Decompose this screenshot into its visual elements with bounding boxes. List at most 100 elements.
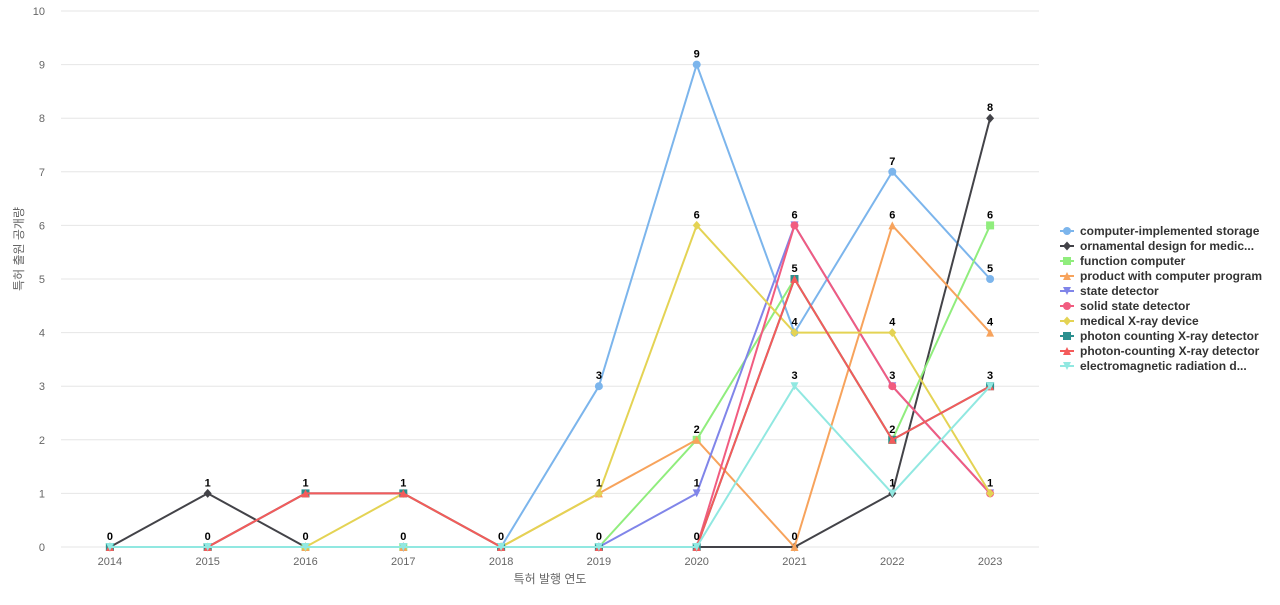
data-point — [790, 221, 799, 230]
y-tick-label: 4 — [39, 328, 45, 340]
data-label: 4 — [889, 317, 896, 329]
data-point — [790, 328, 799, 338]
data-point — [888, 221, 897, 230]
legend-marker — [1063, 302, 1071, 310]
legend-label: function computer — [1080, 254, 1186, 268]
series-lines — [105, 60, 995, 552]
data-label: 0 — [498, 531, 504, 543]
data-label: 0 — [302, 531, 308, 543]
legend-item[interactable]: medical X-ray device — [1060, 314, 1199, 328]
data-label: 9 — [694, 49, 700, 61]
y-tick-label: 5 — [39, 274, 45, 286]
x-tick-label: 2017 — [391, 556, 415, 568]
data-point — [594, 382, 603, 391]
x-tick-label: 2018 — [489, 556, 513, 568]
series-9 — [105, 382, 995, 551]
y-tick-label: 7 — [39, 167, 45, 179]
legend-marker — [1063, 257, 1071, 265]
data-point — [692, 60, 701, 69]
series-line — [108, 63, 992, 548]
legend-label: product with computer program — [1080, 269, 1262, 283]
legend-item[interactable]: photon-counting X-ray detector — [1060, 344, 1260, 358]
legend-marker — [1063, 272, 1071, 280]
y-tick-label: 10 — [33, 6, 45, 18]
data-label: 3 — [596, 370, 602, 382]
data-label: 2 — [694, 424, 700, 436]
data-point — [888, 489, 897, 498]
legend-marker — [1063, 227, 1071, 235]
legend-item[interactable]: ornamental design for medic... — [1060, 239, 1254, 253]
data-label: 0 — [107, 531, 113, 543]
legend-item[interactable]: photon counting X-ray detector — [1060, 329, 1259, 343]
grid-lines — [61, 10, 1039, 548]
data-point — [986, 328, 995, 337]
data-label: 5 — [791, 263, 797, 275]
data-point — [399, 543, 408, 551]
legend-label: photon-counting X-ray detector — [1080, 344, 1260, 358]
legend-item[interactable]: solid state detector — [1060, 299, 1190, 313]
y-tick-label: 1 — [39, 488, 45, 500]
data-point — [203, 488, 212, 498]
data-label: 1 — [987, 477, 993, 489]
legend-marker — [1063, 287, 1071, 295]
x-tick-label: 2019 — [587, 556, 611, 568]
y-tick-label: 9 — [39, 60, 45, 72]
series-line — [108, 278, 992, 548]
data-label: 1 — [400, 477, 406, 489]
data-point — [301, 543, 310, 551]
y-tick-label: 0 — [39, 542, 45, 554]
data-label: 6 — [791, 209, 797, 221]
legend-item[interactable]: computer-implemented storage — [1060, 224, 1260, 238]
x-axis-title: 특허 발행 연도 — [514, 571, 587, 586]
data-point — [986, 488, 995, 498]
data-label: 3 — [987, 370, 993, 382]
data-label: 0 — [400, 531, 406, 543]
legend-label: medical X-ray device — [1080, 314, 1199, 328]
data-label: 6 — [694, 209, 700, 221]
series-line — [108, 385, 992, 548]
data-point — [105, 543, 114, 551]
data-point — [986, 382, 995, 391]
legend-item[interactable]: product with computer program — [1060, 269, 1262, 283]
data-point — [888, 382, 897, 391]
data-point — [497, 543, 506, 551]
y-tick-label: 8 — [39, 113, 45, 125]
data-label: 1 — [694, 477, 700, 489]
data-label: 1 — [302, 477, 308, 489]
data-label: 0 — [205, 531, 211, 543]
legend-label: solid state detector — [1080, 299, 1190, 313]
data-point — [888, 435, 897, 444]
x-tick-label: 2022 — [880, 556, 904, 568]
legend-label: state detector — [1080, 284, 1159, 298]
legend-label: computer-implemented storage — [1080, 224, 1260, 238]
data-point — [399, 489, 408, 498]
x-axis-ticks: 2014 2015 2016 2017 2018 2019 2020 2021 2022 2023 — [98, 556, 1003, 568]
legend-label: electromagnetic radiation d... — [1080, 359, 1247, 373]
x-tick-label: 2015 — [195, 556, 219, 568]
data-point — [203, 543, 212, 551]
data-label: 4 — [791, 317, 798, 329]
data-label: 1 — [596, 477, 602, 489]
data-labels: 0 1 0 1 0 1 0 0 3 1 0 9 6 2 1 0 6 5 4 3 0 7 6 4 3 2 1 8 6 5 4 3 1 — [107, 49, 994, 543]
legend-marker — [1063, 241, 1071, 251]
series-0 — [105, 60, 995, 551]
y-tick-label: 3 — [39, 381, 45, 393]
x-tick-label: 2023 — [978, 556, 1002, 568]
data-point — [594, 488, 603, 498]
data-point — [692, 543, 701, 551]
x-tick-label: 2020 — [684, 556, 708, 568]
legend-item[interactable]: electromagnetic radiation d... — [1060, 359, 1247, 373]
legend-item[interactable]: function computer — [1060, 254, 1186, 268]
legend-marker — [1063, 332, 1071, 340]
y-axis-title: 특허 출원 공개량 — [12, 207, 26, 291]
data-point — [790, 543, 799, 551]
legend-item[interactable]: state detector — [1060, 284, 1159, 298]
data-label: 6 — [987, 209, 993, 221]
data-point — [301, 489, 310, 498]
x-tick-label: 2021 — [782, 556, 806, 568]
data-point — [986, 275, 995, 283]
y-axis-ticks: 0 1 2 3 4 5 6 7 8 9 10 — [33, 6, 45, 554]
data-point — [790, 382, 799, 391]
